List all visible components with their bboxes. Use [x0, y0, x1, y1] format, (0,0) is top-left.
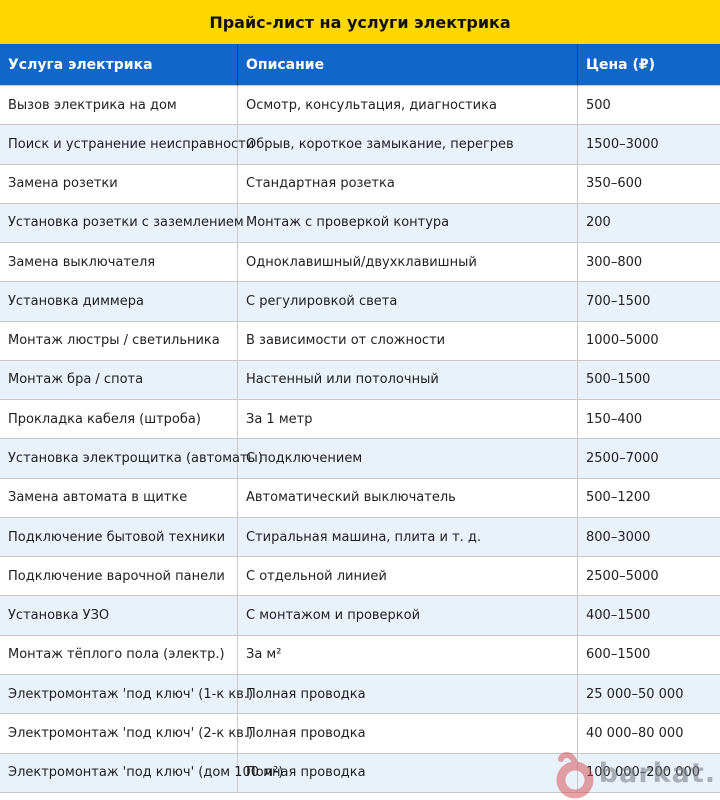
description-cell: Одноклавишный/двухклавишный [238, 243, 578, 283]
price-cell: 500 [578, 86, 720, 126]
price-cell: 300–800 [578, 243, 720, 283]
description-cell: За м² [238, 635, 578, 675]
description-cell: Полная проводка [238, 753, 578, 793]
price-cell: 400–1500 [578, 596, 720, 636]
price-cell: 2500–5000 [578, 557, 720, 597]
service-cell: Установка розетки с заземлением [0, 203, 244, 244]
price-cell: 700–1500 [578, 282, 720, 322]
service-cell: Электромонтаж 'под ключ' (дом 100 м²) [0, 753, 283, 793]
description-cell: Полная проводка [238, 674, 578, 715]
table-row: Прокладка кабеля (штроба) За 1 метр 150–… [0, 400, 720, 440]
description-cell: С регулировкой света [238, 282, 578, 322]
description-cell: Стиральная машина, плита и т. д. [238, 517, 578, 558]
price-cell: 1500–3000 [578, 125, 720, 165]
service-cell: Замена выключателя [0, 243, 238, 283]
price-cell: 1000–5000 [578, 322, 720, 361]
price-cell: 150–400 [578, 400, 720, 440]
description-cell: Обрыв, короткое замыкание, перегрев [238, 125, 578, 165]
page-title: Прайс-лист на услуги электрика [0, 0, 720, 44]
price-cell: 2500–7000 [578, 439, 720, 479]
description-cell: С монтажом и проверкой [238, 596, 578, 636]
description-cell: Стандартная розетка [238, 164, 578, 204]
description-cell: За 1 метр [238, 400, 578, 440]
description-cell: Осмотр, консультация, диагностика [238, 86, 578, 126]
service-cell: Прокладка кабеля (штроба) [0, 400, 238, 440]
table-row: Поиск и устранение неисправности Обрыв, … [0, 125, 720, 165]
service-cell: Установка УЗО [0, 596, 238, 636]
price-cell: 500–1200 [578, 479, 720, 518]
service-cell: Монтаж бра / спота [0, 360, 238, 401]
table-row: Замена автомата в щитке Автоматический в… [0, 478, 720, 518]
column-header-description: Описание [238, 44, 578, 86]
service-cell: Электромонтаж 'под ключ' (2-к кв.) [0, 714, 253, 754]
service-cell: Замена розетки [0, 164, 238, 204]
service-cell: Установка электрощитка (автоматы) [0, 439, 263, 479]
table-row: Монтаж тёплого пола (электр.) За м² 600–… [0, 635, 720, 675]
table-row: Монтаж люстры / светильника В зависимост… [0, 321, 720, 361]
table-row: Установка УЗО С монтажом и проверкой 400… [0, 596, 720, 636]
table-body: Вызов электрика на дом Осмотр, консульта… [0, 86, 720, 793]
service-cell: Замена автомата в щитке [0, 478, 238, 518]
price-cell: 350–600 [578, 165, 720, 204]
description-cell: С отдельной линией [238, 557, 578, 597]
service-cell: Монтаж тёплого пола (электр.) [0, 635, 238, 675]
service-cell: Установка диммера [0, 282, 238, 322]
price-cell: 600–1500 [578, 636, 720, 675]
description-cell: Автоматический выключатель [238, 478, 578, 518]
table-row: Установка диммера С регулировкой света 7… [0, 282, 720, 322]
table-row: Монтаж бра / спота Настенный или потолоч… [0, 360, 720, 401]
description-cell: С подключением [238, 439, 578, 479]
table-row: Электромонтаж 'под ключ' (дом 100 м²) По… [0, 753, 720, 793]
price-cell: 25 000–50 000 [578, 675, 720, 715]
column-header-service: Услуга электрика [0, 44, 238, 86]
service-cell: Подключение бытовой техники [0, 517, 238, 558]
table-row: Электромонтаж 'под ключ' (2-к кв.) Полна… [0, 714, 720, 754]
description-cell: Настенный или потолочный [238, 360, 578, 401]
description-cell: В зависимости от сложности [238, 321, 578, 361]
table-row: Замена розетки Стандартная розетка 350–6… [0, 164, 720, 204]
description-cell: Полная проводка [238, 714, 578, 754]
table-row: Установка электрощитка (автоматы) С подк… [0, 439, 720, 479]
service-cell: Электромонтаж 'под ключ' (1-к кв.) [0, 674, 253, 715]
table-row: Подключение варочной панели С отдельной … [0, 557, 720, 597]
table-row: Подключение бытовой техники Стиральная м… [0, 517, 720, 558]
price-cell: 100 000–200 000 [578, 754, 720, 793]
table-row: Электромонтаж 'под ключ' (1-к кв.) Полна… [0, 674, 720, 715]
column-header-price: Цена (₽) [578, 44, 720, 86]
table-header-row: Услуга электрика Описание Цена (₽) [0, 44, 720, 86]
price-cell: 40 000–80 000 [578, 714, 720, 754]
service-cell: Поиск и устранение неисправности [0, 125, 254, 165]
description-cell: Монтаж с проверкой контура [238, 203, 578, 244]
price-cell: 200 [578, 204, 720, 244]
service-cell: Вызов электрика на дом [0, 86, 238, 126]
table-row: Установка розетки с заземлением Монтаж с… [0, 203, 720, 244]
service-cell: Подключение варочной панели [0, 557, 238, 597]
price-cell: 500–1500 [578, 361, 720, 401]
table-row: Вызов электрика на дом Осмотр, консульта… [0, 86, 720, 126]
price-cell: 800–3000 [578, 518, 720, 558]
service-cell: Монтаж люстры / светильника [0, 321, 238, 361]
table-row: Замена выключателя Одноклавишный/двухкла… [0, 243, 720, 283]
